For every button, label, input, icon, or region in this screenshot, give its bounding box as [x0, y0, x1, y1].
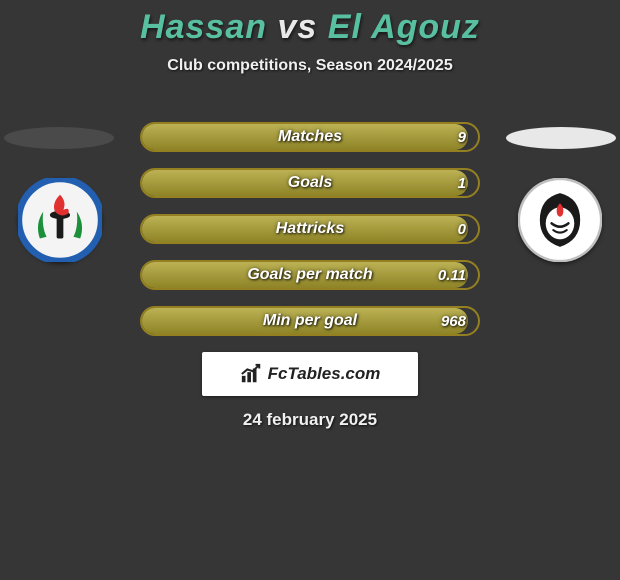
stat-bar-value: 0: [458, 214, 466, 244]
club-badge-left: [18, 178, 102, 262]
stat-bar-label: Goals: [140, 168, 480, 198]
subtitle: Club competitions, Season 2024/2025: [0, 57, 620, 75]
date-text: 24 february 2025: [0, 410, 620, 430]
stat-bar-row: Min per goal968: [140, 306, 480, 336]
title-vs: vs: [277, 8, 317, 46]
stat-bar-row: Goals1: [140, 168, 480, 198]
player1-shadow-ellipse: [4, 127, 114, 149]
comparison-title: Hassan vs El Agouz: [0, 0, 620, 47]
stat-bar-label: Matches: [140, 122, 480, 152]
title-player2: El Agouz: [328, 8, 480, 46]
watermark-chart-icon: [240, 363, 262, 385]
stat-bar-value: 9: [458, 122, 466, 152]
club-badge-left-svg: [18, 178, 102, 262]
stat-bar-value: 968: [441, 306, 466, 336]
title-player1: Hassan: [140, 8, 267, 46]
stat-bar-label: Hattricks: [140, 214, 480, 244]
stat-bar-row: Goals per match0.11: [140, 260, 480, 290]
player2-shadow-ellipse: [506, 127, 616, 149]
stat-bar-value: 0.11: [438, 260, 466, 290]
stat-bar-label: Min per goal: [140, 306, 480, 336]
stat-bar-value: 1: [458, 168, 466, 198]
stat-bar-label: Goals per match: [140, 260, 480, 290]
stat-bar-row: Hattricks0: [140, 214, 480, 244]
watermark: FcTables.com: [202, 352, 418, 396]
watermark-text: FcTables.com: [268, 364, 381, 384]
stat-bar-row: Matches9: [140, 122, 480, 152]
club-badge-right-svg: [518, 178, 602, 262]
club-badge-right: [518, 178, 602, 262]
stat-bars: Matches9Goals1Hattricks0Goals per match0…: [140, 122, 480, 336]
